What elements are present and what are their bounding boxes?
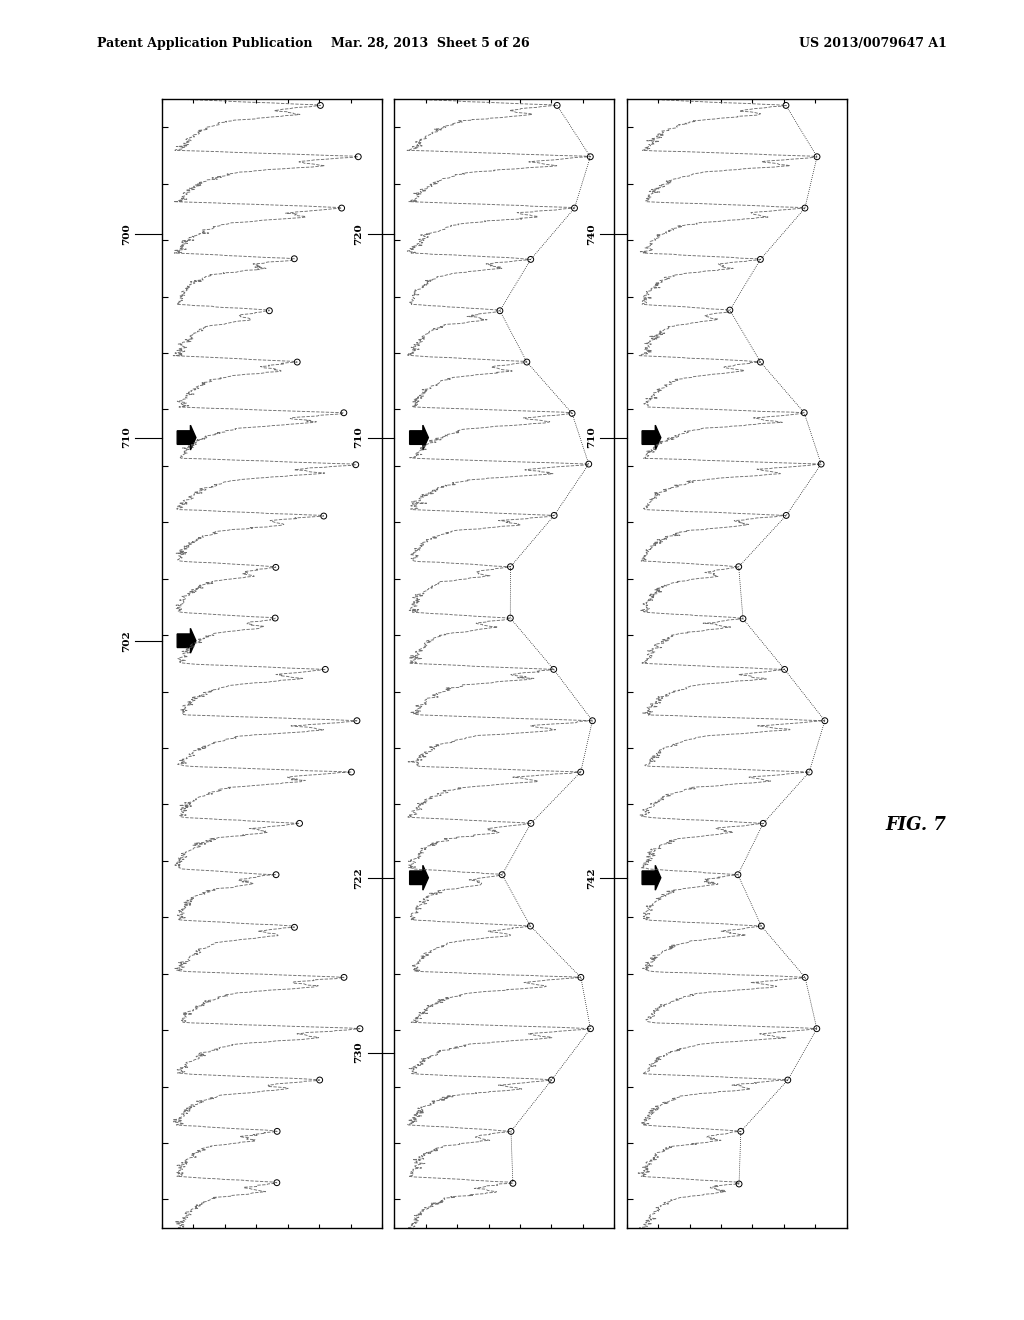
Point [731,1173,748,1195]
Point [722,300,738,321]
Point [312,95,329,116]
Point [730,865,746,886]
Text: 702: 702 [122,630,131,652]
Text: 710: 710 [587,426,596,449]
Text: Patent Application Publication: Patent Application Publication [97,37,312,50]
Point [287,917,303,939]
Point [492,300,508,321]
Text: 740: 740 [587,223,596,246]
Point [753,249,769,271]
Point [267,557,284,578]
Text: 742: 742 [587,867,596,888]
Point [776,659,793,680]
Point [584,710,600,731]
Point [261,300,278,321]
Point [352,1018,369,1039]
Point [572,762,589,783]
Point [311,1069,328,1090]
Point [582,147,598,168]
Point [502,607,518,628]
Point [519,351,536,372]
Point [522,813,539,834]
Point [797,966,813,987]
Point [755,813,771,834]
Point [343,762,359,783]
Point [813,454,829,475]
Text: FIG. 7: FIG. 7 [886,816,946,834]
FancyArrow shape [642,866,660,890]
Point [505,1172,521,1193]
Point [735,609,752,630]
Text: 730: 730 [354,1041,364,1064]
Point [336,403,352,424]
Point [289,351,305,372]
Point [564,403,581,424]
Point [779,1069,796,1090]
Point [336,966,352,987]
Point [546,659,562,680]
Point [269,1121,286,1142]
Point [268,1172,285,1193]
Point [350,147,367,168]
Text: US 2013/0079647 A1: US 2013/0079647 A1 [800,37,947,50]
FancyArrow shape [410,866,428,890]
Point [730,556,746,577]
Point [317,659,334,680]
Point [796,403,812,424]
Point [801,762,817,783]
Text: 722: 722 [354,867,364,888]
Point [581,454,597,475]
Point [522,249,539,271]
Point [494,865,510,886]
Text: Mar. 28, 2013  Sheet 5 of 26: Mar. 28, 2013 Sheet 5 of 26 [331,37,529,50]
Point [732,1121,749,1142]
Point [583,1018,599,1039]
Point [809,147,825,168]
Text: 720: 720 [354,223,364,246]
Point [347,454,364,475]
Point [546,504,562,525]
Point [778,95,795,116]
Point [503,556,519,577]
Point [797,198,813,219]
Point [566,198,583,219]
Point [334,198,350,219]
Text: 710: 710 [354,426,364,449]
Point [572,966,589,987]
Point [549,95,565,116]
Point [349,710,366,731]
FancyArrow shape [177,628,196,653]
Point [315,506,332,527]
Point [268,865,285,886]
FancyArrow shape [642,425,660,450]
Point [778,504,795,525]
FancyArrow shape [410,425,428,450]
Text: 710: 710 [122,426,131,449]
Text: 700: 700 [122,223,131,246]
Point [503,1121,519,1142]
Point [544,1069,560,1090]
Point [753,351,769,372]
Point [522,916,539,937]
FancyArrow shape [177,425,196,450]
Point [286,248,302,269]
Point [809,1018,825,1039]
Point [817,710,834,731]
Point [754,916,770,937]
Point [267,607,284,628]
Point [292,813,308,834]
